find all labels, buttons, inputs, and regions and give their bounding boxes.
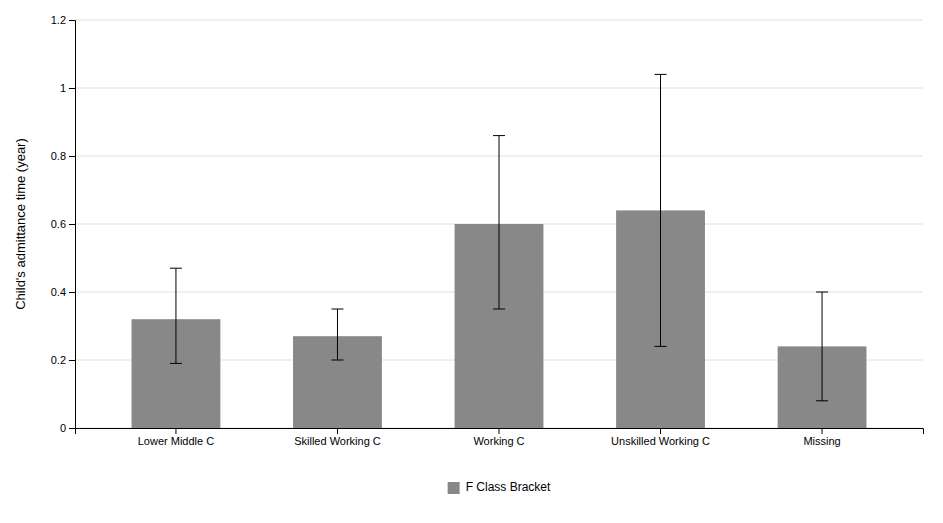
tick-mark <box>69 292 75 293</box>
tick: 0.6 <box>51 218 75 230</box>
tick-mark <box>69 156 75 157</box>
tick-label: Unskilled Working C <box>611 435 710 447</box>
tick-label: 0.2 <box>51 354 66 366</box>
x-axis: Lower Middle C Skilled Working C Working C… <box>76 428 924 447</box>
tick-label: 1 <box>60 82 66 94</box>
grid <box>75 20 923 428</box>
tick: 0 <box>60 422 75 434</box>
tick: 0.2 <box>51 354 75 366</box>
legend-swatch <box>448 482 460 494</box>
y-axis-title: Child's admittance time (year) <box>13 138 28 310</box>
tick-mark <box>69 428 75 429</box>
tick-label: 0.6 <box>51 218 66 230</box>
tick: Lower Middle C <box>138 428 214 447</box>
legend-label: F Class Bracket <box>466 480 551 494</box>
tick-mark <box>175 428 176 434</box>
error-bar <box>331 309 343 360</box>
error-bar <box>816 292 828 401</box>
tick: Working C <box>473 428 524 447</box>
tick-mark <box>69 88 75 89</box>
tick-mark <box>69 224 75 225</box>
tick: Skilled Working C <box>294 428 381 447</box>
tick-label: 0.8 <box>51 150 66 162</box>
tick-mark <box>499 428 500 434</box>
tick: 1.2 <box>51 14 75 26</box>
error-bar <box>493 136 505 309</box>
y-axis: 0 0.2 0.4 0.6 0.8 1 1.2 <box>51 14 76 434</box>
tick-label: Skilled Working C <box>294 435 381 447</box>
tick-label: 0 <box>60 422 66 434</box>
chart: 0 0.2 0.4 0.6 0.8 1 1.2 Lower Middle C Skilled W… <box>0 0 943 523</box>
tick-label: Lower Middle C <box>138 435 214 447</box>
tick-label: Missing <box>803 435 840 447</box>
tick-label: Working C <box>473 435 524 447</box>
error-bars <box>170 74 828 400</box>
tick-mark <box>69 360 75 361</box>
tick: 0.4 <box>51 286 75 298</box>
plot: 0 0.2 0.4 0.6 0.8 1 1.2 Lower Middle C Skilled W… <box>51 14 924 447</box>
tick: 0.8 <box>51 150 75 162</box>
legend: F Class Bracket <box>448 480 551 494</box>
tick: 1 <box>60 82 75 94</box>
tick: Unskilled Working C <box>611 428 710 447</box>
tick-mark <box>69 20 75 21</box>
tick-mark <box>337 428 338 434</box>
tick-mark <box>822 428 823 434</box>
error-bar <box>170 268 182 363</box>
grid-line <box>75 20 923 21</box>
grid-line <box>75 88 923 89</box>
marks <box>132 74 867 428</box>
legend-item: F Class Bracket <box>448 480 551 494</box>
tick-mark <box>660 428 661 434</box>
tick-label: 0.4 <box>51 286 66 298</box>
axis-line <box>76 429 924 435</box>
tick-label: 1.2 <box>51 14 66 26</box>
axis-line <box>69 21 76 429</box>
tick: Missing <box>803 428 840 447</box>
error-bar <box>655 74 667 346</box>
